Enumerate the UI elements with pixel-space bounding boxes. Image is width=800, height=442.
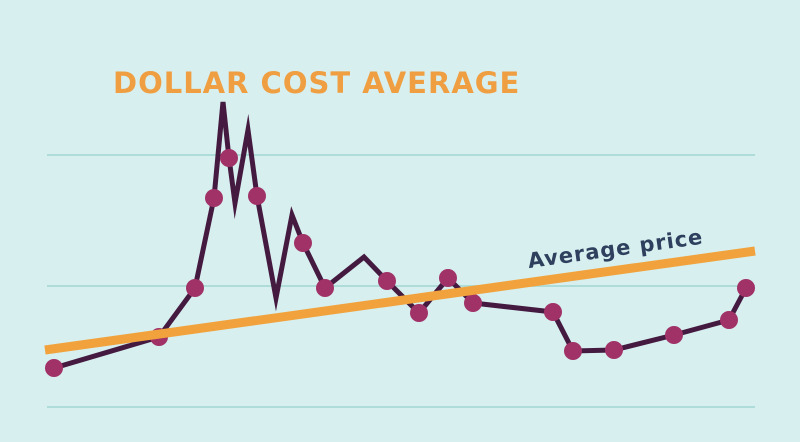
data-point-marker <box>186 279 204 297</box>
data-point-marker <box>464 294 482 312</box>
data-point-marker <box>439 269 457 287</box>
data-point-marker <box>564 342 582 360</box>
average-price-line <box>44 246 756 355</box>
data-point-marker <box>316 279 334 297</box>
data-point-marker <box>665 326 683 344</box>
data-point-marker <box>410 304 428 322</box>
data-point-marker <box>45 359 63 377</box>
data-point-marker <box>737 279 755 297</box>
data-point-marker <box>605 341 623 359</box>
data-point-marker <box>294 234 312 252</box>
data-point-marker <box>248 187 266 205</box>
data-point-marker <box>544 303 562 321</box>
chart-title: DOLLAR COST AVERAGE <box>113 66 521 101</box>
data-point-marker <box>205 189 223 207</box>
data-point-marker <box>378 272 396 290</box>
data-point-marker <box>220 149 238 167</box>
data-point-marker <box>720 311 738 329</box>
